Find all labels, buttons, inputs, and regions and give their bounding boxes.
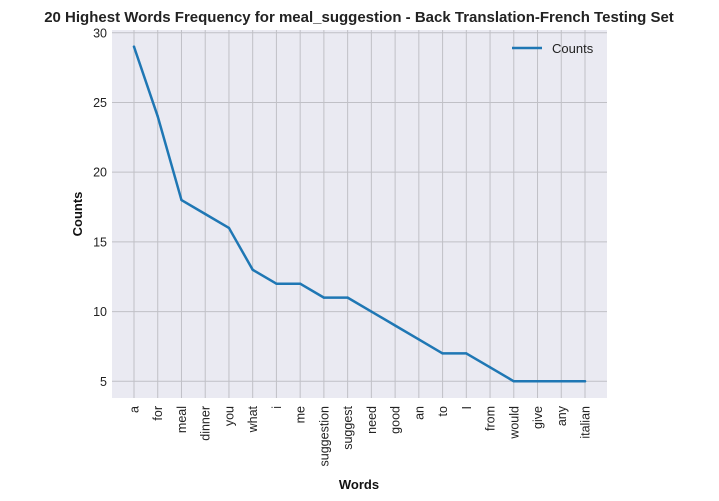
x-tick-label: I	[460, 406, 474, 409]
x-tick-label: give	[531, 406, 545, 429]
y-tick-label: 25	[93, 96, 107, 110]
y-tick-label: 5	[100, 375, 107, 389]
data-point	[156, 115, 159, 118]
data-point	[393, 324, 397, 327]
data-point	[560, 380, 563, 383]
x-tick-label: a	[128, 406, 142, 413]
data-point	[441, 352, 444, 355]
data-point	[180, 198, 183, 202]
y-tick-label: 30	[93, 26, 107, 40]
data-point	[204, 212, 207, 216]
x-tick-labels: a for meal dinner you what i me suggestion sugges…	[128, 405, 593, 466]
data-point	[488, 366, 492, 369]
x-tick-label: me	[294, 406, 308, 423]
series-line-counts	[132, 45, 587, 383]
x-tick-label: meal	[175, 406, 189, 433]
data-point	[346, 296, 349, 299]
y-tick-label: 20	[93, 166, 107, 180]
data-point	[322, 296, 326, 299]
x-tick-label: italian	[579, 406, 593, 439]
x-tick-label: i	[270, 406, 284, 409]
data-point	[512, 380, 515, 383]
x-tick-label: an	[412, 406, 426, 420]
x-tick-label: suggest	[341, 405, 355, 449]
data-point	[370, 310, 373, 313]
chart-title: 20 Highest Words Frequency for meal_sugg…	[44, 9, 674, 26]
data-point	[251, 268, 254, 271]
plot-area	[112, 30, 607, 398]
x-axis-label: Words	[339, 477, 379, 492]
series-layer	[132, 45, 587, 383]
x-tick-label: you	[222, 406, 236, 426]
data-point	[227, 226, 231, 230]
y-tick-label: 15	[93, 235, 107, 249]
x-tick-label: would	[507, 406, 521, 440]
x-tick-label: to	[436, 406, 450, 416]
x-tick-label: any	[555, 405, 569, 426]
data-point	[132, 45, 136, 48]
x-tick-label: what	[246, 405, 260, 433]
legend: Counts	[512, 41, 594, 56]
x-tick-label: need	[365, 406, 379, 434]
x-tick-label: from	[484, 406, 498, 431]
data-point	[298, 282, 302, 285]
legend-label-counts: Counts	[552, 41, 594, 56]
data-point	[275, 282, 278, 285]
data-point	[536, 380, 539, 383]
data-point	[465, 352, 468, 355]
x-tick-label: suggestion	[317, 406, 331, 467]
data-point	[583, 380, 587, 383]
x-tick-label: dinner	[199, 406, 213, 441]
y-tick-labels: 5 10 15 20 25 30	[93, 26, 107, 388]
x-tick-label: good	[389, 406, 403, 434]
y-axis-label: Counts	[70, 192, 85, 237]
data-point	[417, 338, 421, 341]
y-tick-label: 10	[93, 305, 107, 319]
grid-lines	[112, 30, 607, 398]
x-tick-label: for	[151, 406, 165, 421]
